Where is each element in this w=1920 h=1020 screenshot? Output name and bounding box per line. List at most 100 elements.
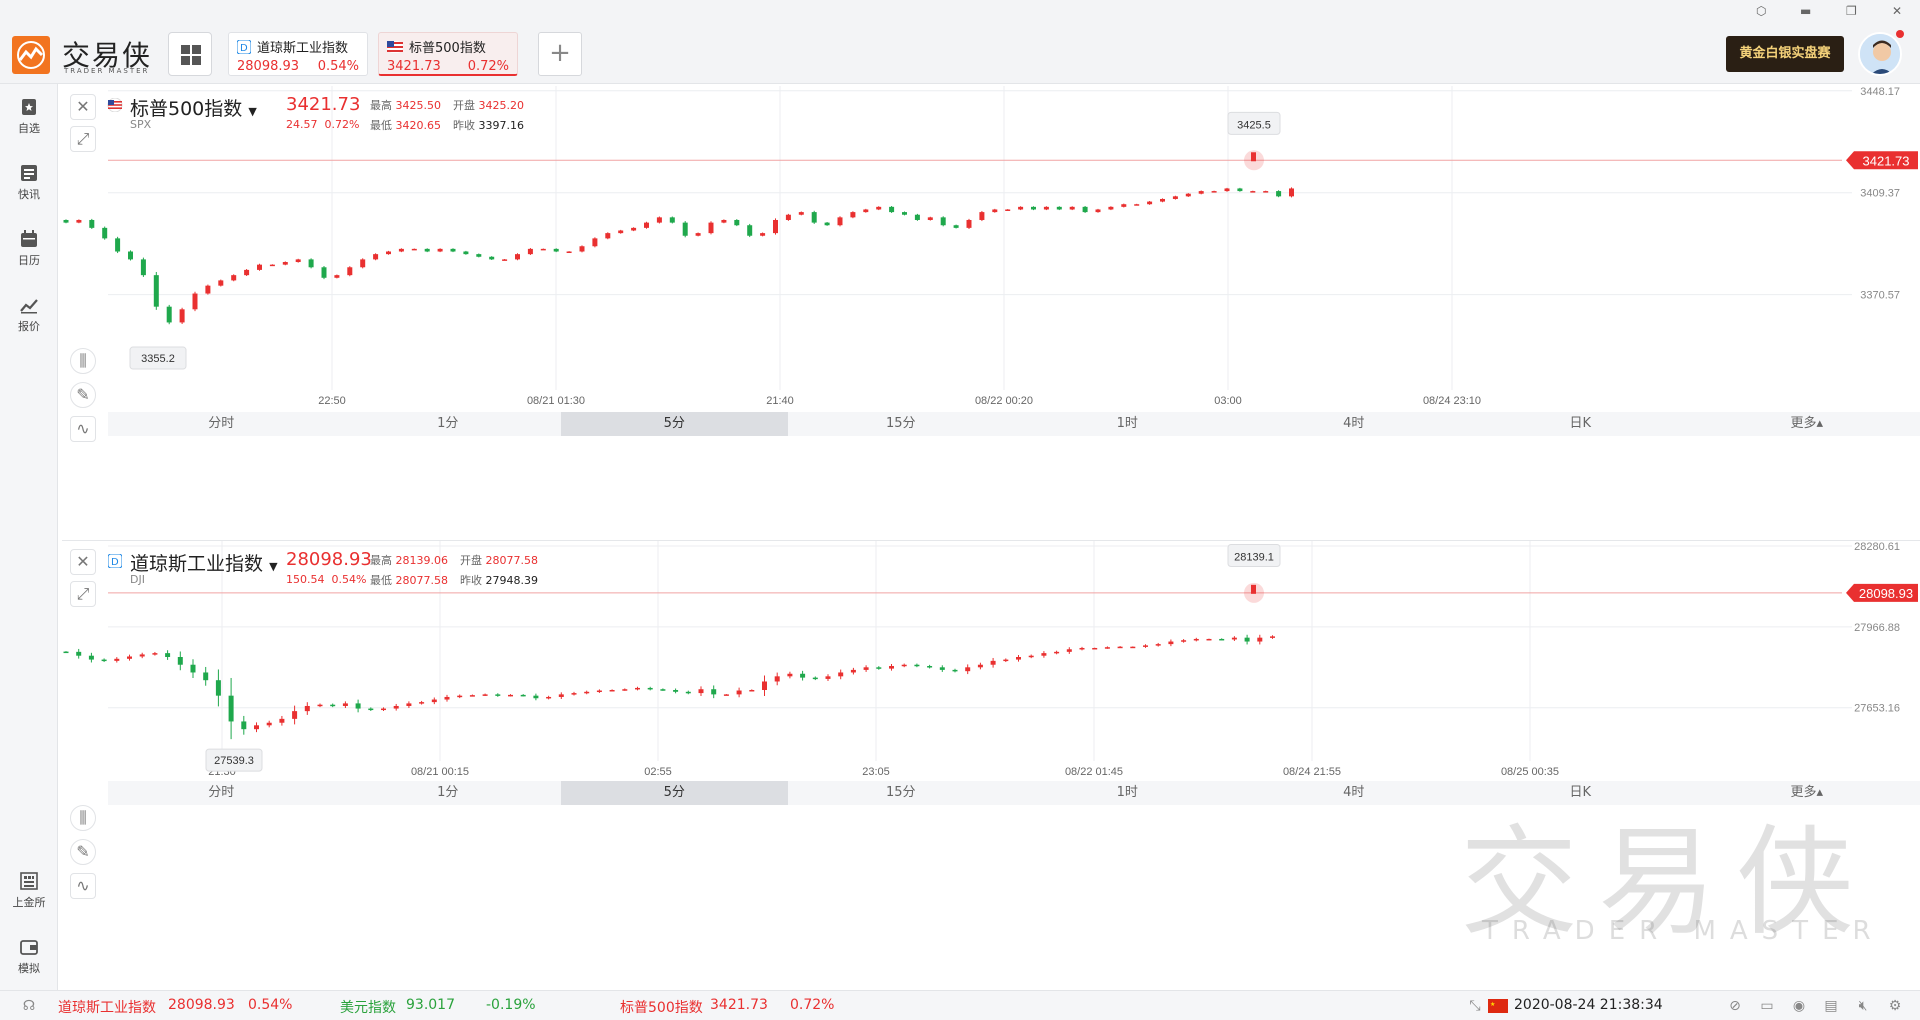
- candle-body: [231, 275, 237, 281]
- tf-tab[interactable]: 15分: [885, 785, 916, 800]
- app-logo-subtitle: TRADER MASTER: [64, 67, 150, 75]
- tf-tab[interactable]: 1时: [1116, 416, 1138, 431]
- candle-body: [787, 673, 793, 677]
- grid-icon: [181, 45, 201, 65]
- maximize-icon[interactable]: ❐: [1846, 4, 1857, 18]
- candle-body: [992, 209, 998, 213]
- candle-body: [785, 214, 791, 220]
- tf-tab[interactable]: 1分: [437, 785, 459, 800]
- camera-icon[interactable]: ◉: [1792, 998, 1806, 1014]
- no-signal-icon[interactable]: ⊘: [1729, 998, 1741, 1014]
- mute-icon[interactable]: 🔇︎: [1858, 998, 1868, 1014]
- svg-text:D: D: [240, 43, 248, 54]
- candle-body: [889, 666, 894, 669]
- candle-body: [749, 689, 755, 692]
- candlestick-chart-sp500[interactable]: 22:50 08/21 01:30 21:40 08/22 00:20 03:00 08/…: [62, 86, 1920, 506]
- candle-body: [774, 676, 780, 682]
- candle-body: [966, 219, 972, 228]
- tf-tab-active[interactable]: 5分: [561, 781, 788, 805]
- indicator-button[interactable]: ∿: [70, 873, 96, 899]
- sidebar-item-watchlist[interactable]: 自选: [0, 98, 58, 136]
- candle-body: [1104, 647, 1110, 649]
- sidebar-item-news[interactable]: 快讯: [0, 164, 58, 202]
- ticker-usd-price: 93.017: [406, 997, 455, 1013]
- expand-panel-button[interactable]: ⤢: [70, 581, 96, 607]
- headset-icon[interactable]: ☊: [22, 998, 36, 1014]
- tf-tab[interactable]: 日K: [1569, 416, 1592, 431]
- candle-body: [631, 227, 637, 231]
- y-tick-label: 3409.37: [1860, 188, 1900, 200]
- candle-body: [902, 212, 907, 215]
- add-tab-button[interactable]: +: [538, 32, 582, 76]
- china-flag-icon: ★: [1488, 999, 1508, 1013]
- close-panel-button[interactable]: ✕: [70, 549, 96, 575]
- layout-grid-button[interactable]: [168, 32, 212, 76]
- trend-icon: [20, 299, 38, 314]
- tf-tab[interactable]: 4时: [1343, 785, 1365, 800]
- minimize-icon[interactable]: ▬: [1800, 4, 1812, 18]
- tab-dow-jones[interactable]: D 道琼斯工业指数 28098.93 0.54%: [228, 32, 368, 76]
- candle-body: [1003, 659, 1009, 662]
- instrument-name-dropdown[interactable]: 道琼斯工业指数 ▼: [130, 549, 278, 576]
- candle-body: [1257, 637, 1263, 642]
- exchange-icon: [20, 872, 38, 890]
- skin-icon[interactable]: ⬡: [1756, 4, 1767, 18]
- sidebar-item-simulate[interactable]: 模拟: [0, 938, 58, 976]
- sidebar-item-label: 日历: [18, 254, 40, 267]
- chart-type-button[interactable]: ⫼: [70, 348, 96, 374]
- indicator-button[interactable]: ∿: [70, 416, 96, 442]
- ticker-usd-name[interactable]: 美元指数: [340, 1000, 396, 1016]
- draw-tool-button[interactable]: ✎: [70, 382, 96, 408]
- candle-body: [1147, 201, 1153, 205]
- settings-icon[interactable]: ⚙: [1888, 998, 1902, 1014]
- sidebar-item-calendar[interactable]: 日历: [0, 230, 58, 268]
- chat-icon[interactable]: ▤: [1824, 998, 1838, 1014]
- candle-body: [1211, 191, 1217, 193]
- candle-body: [192, 293, 198, 310]
- candle-body: [609, 689, 615, 692]
- chart-type-button[interactable]: ⫼: [70, 805, 96, 831]
- candle-body: [647, 687, 653, 690]
- ticker-spx-name[interactable]: 标普500指数: [620, 1000, 703, 1016]
- candle-body: [241, 721, 247, 730]
- link-icon[interactable]: ⤡: [1469, 998, 1481, 1014]
- tf-tab[interactable]: 分时: [208, 785, 235, 800]
- candle-body: [1168, 641, 1174, 645]
- user-avatar[interactable]: [1858, 32, 1902, 76]
- ticker-dow-name[interactable]: 道琼斯工业指数: [58, 1000, 156, 1016]
- candle-body: [1244, 637, 1250, 642]
- tf-tab-active[interactable]: 5分: [561, 412, 788, 436]
- tab-sp500[interactable]: 标普500指数 3421.73 0.72%: [378, 32, 518, 76]
- tf-more-menu[interactable]: 更多▴: [1790, 416, 1824, 431]
- candle-body: [1130, 646, 1136, 649]
- close-window-icon[interactable]: ✕: [1892, 4, 1903, 18]
- sidebar-item-sge[interactable]: 上金所: [0, 872, 58, 910]
- y-tick-label: 27966.88: [1854, 622, 1900, 634]
- low-value: 28077.58: [395, 574, 449, 587]
- tf-tab[interactable]: 4时: [1343, 416, 1365, 431]
- sidebar-item-quotes[interactable]: 报价: [0, 296, 58, 334]
- tf-tab[interactable]: 分时: [208, 416, 235, 431]
- tf-tab[interactable]: 1时: [1116, 785, 1138, 800]
- tf-tab[interactable]: 日K: [1569, 785, 1592, 800]
- candle-body: [901, 664, 907, 667]
- min-tooltip: [129, 346, 187, 370]
- close-panel-button[interactable]: ✕: [70, 94, 96, 120]
- promo-banner[interactable]: 黄金白银实盘赛: [1726, 36, 1844, 72]
- instrument-name-dropdown[interactable]: 标普500指数 ▼: [130, 94, 257, 121]
- candle-body: [990, 660, 996, 665]
- candle-body: [571, 693, 577, 695]
- notification-dot: [1896, 30, 1904, 38]
- candle-body: [584, 691, 590, 694]
- candle-body: [889, 206, 895, 213]
- news-icon: [21, 165, 37, 181]
- candlestick-chart-dow[interactable]: 21:30 08/21 00:15 02:55 23:05 08/22 01:45 08/…: [62, 541, 1920, 961]
- tf-tab[interactable]: 15分: [885, 416, 916, 431]
- draw-tool-button[interactable]: ✎: [70, 839, 96, 865]
- expand-panel-button[interactable]: ⤢: [70, 126, 96, 152]
- app-logo-icon: [12, 36, 50, 74]
- tf-more-menu[interactable]: 更多▴: [1790, 785, 1824, 800]
- tf-tab[interactable]: 1分: [437, 416, 459, 431]
- candle-icon: ⫼: [79, 351, 87, 370]
- screen-icon[interactable]: ▭: [1760, 998, 1774, 1014]
